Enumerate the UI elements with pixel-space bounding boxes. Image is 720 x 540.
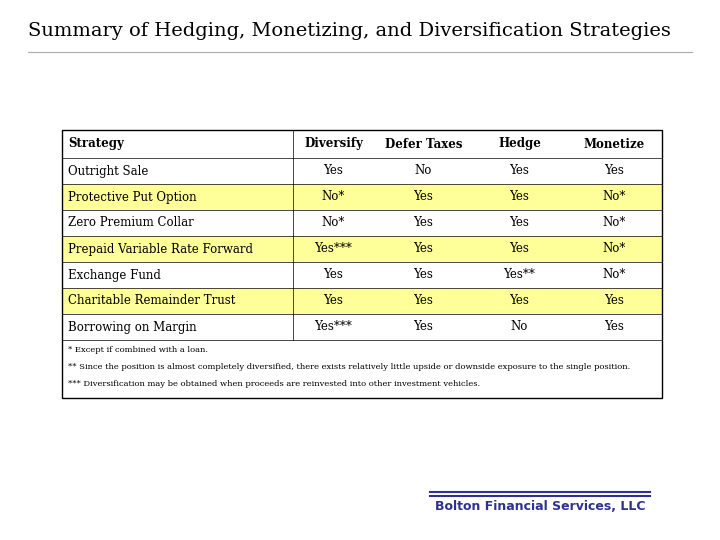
Text: Defer Taxes: Defer Taxes (384, 138, 462, 151)
Text: Yes: Yes (413, 242, 433, 255)
Text: Strategy: Strategy (68, 138, 124, 151)
Text: Yes: Yes (510, 217, 529, 230)
Text: Summary of Hedging, Monetizing, and Diversification Strategies: Summary of Hedging, Monetizing, and Dive… (28, 22, 671, 40)
Text: Exchange Fund: Exchange Fund (68, 268, 161, 281)
Text: Charitable Remainder Trust: Charitable Remainder Trust (68, 294, 235, 307)
Text: No*: No* (603, 191, 626, 204)
Bar (62, 130, 662, 158)
Text: Diversify: Diversify (304, 138, 363, 151)
Bar (62, 236, 662, 262)
Text: No*: No* (603, 217, 626, 230)
Text: Zero Premium Collar: Zero Premium Collar (68, 217, 194, 230)
Bar (62, 130, 662, 398)
Text: No: No (415, 165, 432, 178)
Text: ** Since the position is almost completely diversified, there exists relatively : ** Since the position is almost complete… (68, 363, 630, 371)
Text: No*: No* (603, 268, 626, 281)
Text: Yes: Yes (510, 294, 529, 307)
Text: Yes: Yes (413, 321, 433, 334)
Text: *** Diversification may be obtained when proceeds are reinvested into other inve: *** Diversification may be obtained when… (68, 380, 480, 388)
Text: Yes: Yes (510, 191, 529, 204)
Text: No*: No* (603, 242, 626, 255)
Text: Yes**: Yes** (503, 268, 536, 281)
Text: Yes: Yes (413, 217, 433, 230)
Text: Outright Sale: Outright Sale (68, 165, 148, 178)
Text: Yes: Yes (413, 191, 433, 204)
Text: Yes***: Yes*** (315, 321, 352, 334)
Text: Yes: Yes (604, 165, 624, 178)
Text: Hedge: Hedge (498, 138, 541, 151)
Bar (62, 288, 662, 314)
Text: Prepaid Variable Rate Forward: Prepaid Variable Rate Forward (68, 242, 253, 255)
Text: Yes: Yes (413, 294, 433, 307)
Text: Monetize: Monetize (583, 138, 644, 151)
Text: Yes: Yes (413, 268, 433, 281)
Bar (62, 314, 662, 340)
Text: Yes: Yes (323, 294, 343, 307)
Text: Yes: Yes (604, 294, 624, 307)
Text: Yes***: Yes*** (315, 242, 352, 255)
Text: Borrowing on Margin: Borrowing on Margin (68, 321, 197, 334)
Text: Yes: Yes (323, 165, 343, 178)
Text: Yes: Yes (510, 165, 529, 178)
Text: No: No (510, 321, 528, 334)
Bar (62, 262, 662, 288)
Text: Yes: Yes (323, 268, 343, 281)
Text: Yes: Yes (604, 321, 624, 334)
Bar (62, 210, 662, 236)
Text: Protective Put Option: Protective Put Option (68, 191, 197, 204)
Bar (62, 158, 662, 184)
Text: Bolton Financial Services, LLC: Bolton Financial Services, LLC (435, 500, 645, 513)
Text: No*: No* (322, 191, 345, 204)
Text: Yes: Yes (510, 242, 529, 255)
Bar (62, 184, 662, 210)
Text: * Except if combined with a loan.: * Except if combined with a loan. (68, 346, 208, 354)
Text: No*: No* (322, 217, 345, 230)
